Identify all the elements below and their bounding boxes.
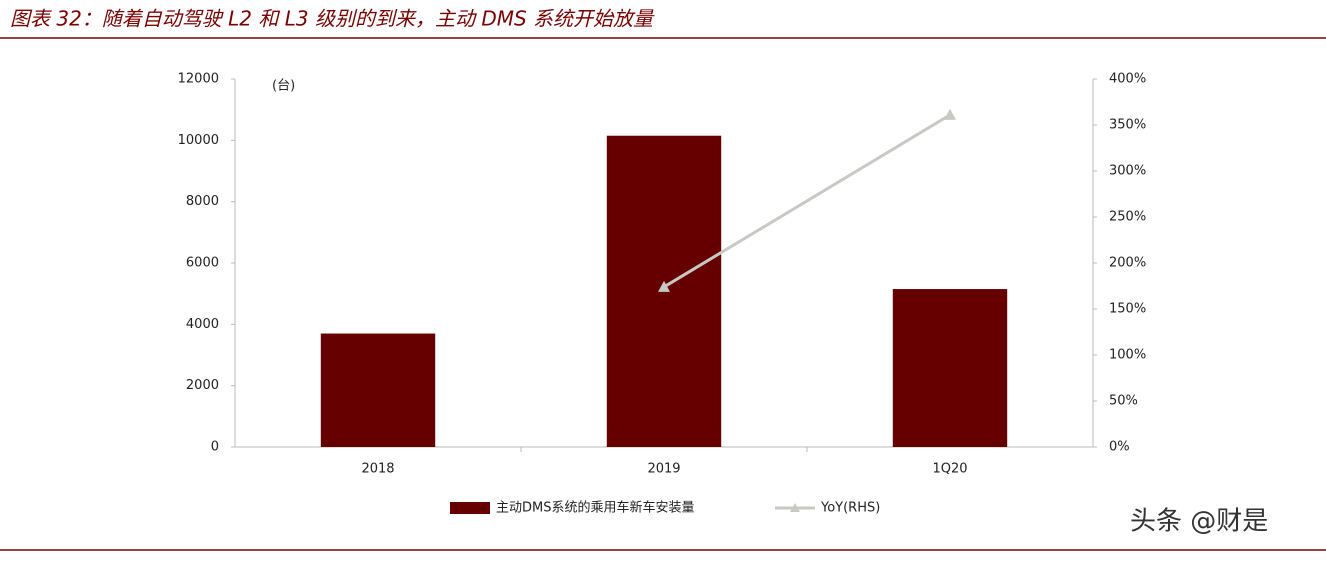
y2-tick-label: 300% <box>1109 164 1146 179</box>
legend-swatch <box>450 502 490 514</box>
y2-tick-label: 100% <box>1109 348 1146 363</box>
y-tick-label: 4000 <box>186 317 219 332</box>
line-marker <box>658 280 670 292</box>
y2-tick-label: 200% <box>1109 256 1146 271</box>
line <box>663 113 951 289</box>
x-tick-label: 1Q20 <box>932 462 967 477</box>
y-tick-label: 0 <box>211 440 219 455</box>
watermark: 头条 @财是 <box>1130 507 1268 537</box>
bar <box>320 333 436 447</box>
x-tick-label: 2018 <box>361 462 394 477</box>
x-tick-label: 2019 <box>647 462 680 477</box>
chart-title: 图表 32：随着自动驾驶 L2 和 L3 级别的到来，主动 DMS 系统开始放量 <box>10 7 655 31</box>
y-tick-label: 10000 <box>178 133 219 148</box>
line-marker <box>944 108 956 120</box>
y-tick-label: 2000 <box>186 378 219 393</box>
legend-marker <box>790 503 800 512</box>
y2-tick-label: 150% <box>1109 302 1146 317</box>
unit-label: (台) <box>272 79 295 94</box>
y2-tick-label: 400% <box>1109 72 1146 87</box>
bar <box>892 289 1008 447</box>
y-tick-label: 6000 <box>186 256 219 271</box>
y-tick-label: 12000 <box>178 72 219 87</box>
y2-tick-label: 250% <box>1109 210 1146 225</box>
legend-label: YoY(RHS) <box>820 501 880 516</box>
y2-tick-label: 0% <box>1109 440 1130 455</box>
y2-tick-label: 350% <box>1109 118 1146 133</box>
y2-tick-label: 50% <box>1109 394 1138 409</box>
legend-label: 主动DMS系统的乘用车新车安装量 <box>496 500 694 516</box>
y-tick-label: 8000 <box>186 194 219 209</box>
